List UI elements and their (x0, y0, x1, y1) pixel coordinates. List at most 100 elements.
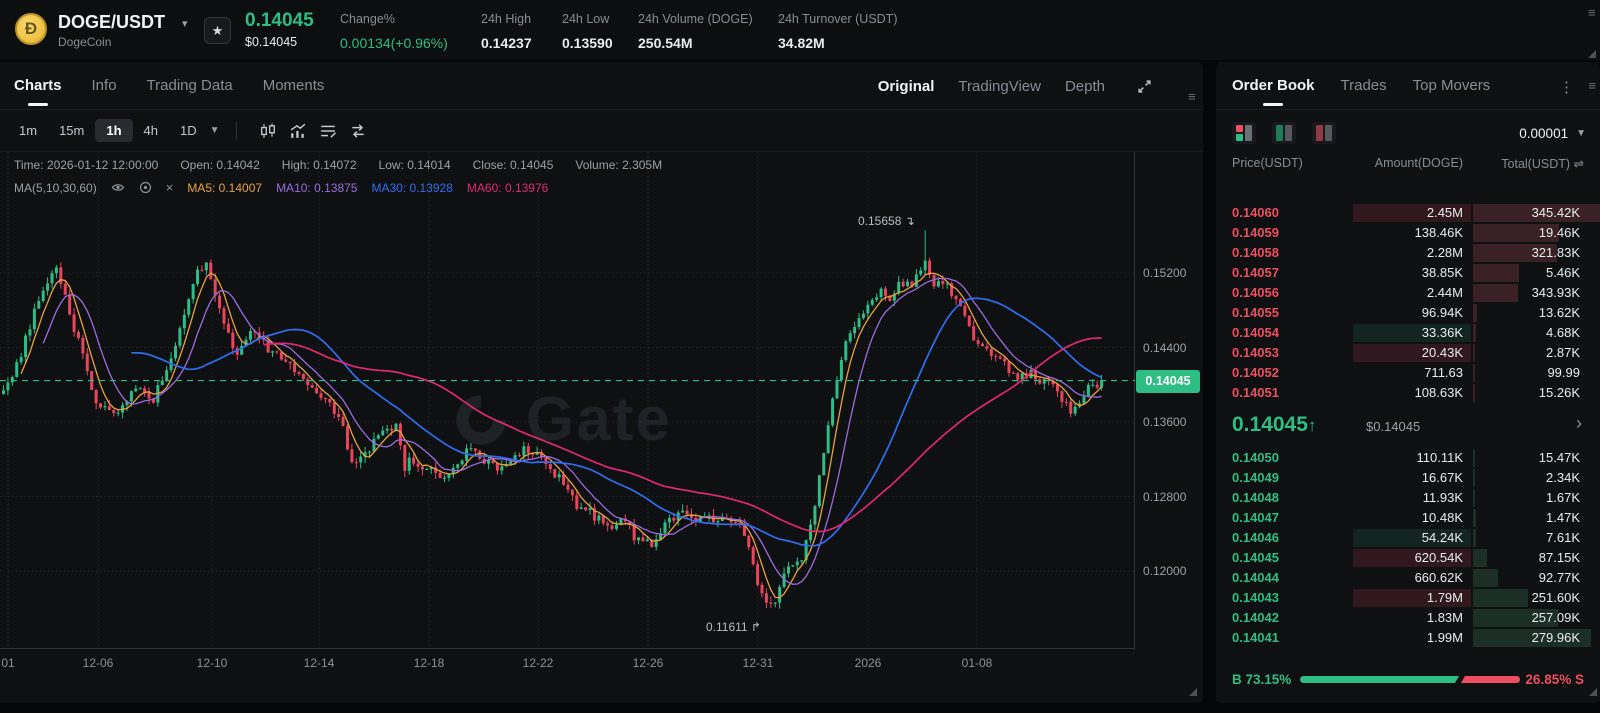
stat-value: 250.54M (638, 35, 693, 51)
bid-total: 1.67K (1546, 490, 1580, 505)
layout-both-sides-icon[interactable] (1232, 122, 1256, 144)
layout-bids-only-icon[interactable] (1272, 122, 1296, 144)
active-tab-underline (1263, 103, 1284, 106)
sell-ratio-bar (1461, 676, 1520, 683)
candlestick-chart[interactable] (0, 152, 1135, 650)
update-flash (1353, 589, 1471, 607)
panel-drag-handle-icon[interactable]: ≡ (1588, 5, 1596, 20)
ask-total: 2.87K (1546, 345, 1580, 360)
tab-trading-data[interactable]: Trading Data (147, 77, 233, 94)
x-axis-tick: 12-18 (413, 656, 445, 670)
column-total[interactable]: Total(USDT) ⇌ (1501, 157, 1584, 171)
bid-amount: 10.48K (1421, 510, 1463, 525)
candlestick-style-icon[interactable] (253, 118, 283, 144)
y-axis-tick: 0.12000 (1143, 564, 1187, 578)
drawing-tools-icon[interactable] (313, 118, 343, 144)
depth-bar (1473, 284, 1518, 302)
ask-row[interactable]: 0.14058 2.28M 321.83K (1216, 243, 1600, 263)
ma-close-icon[interactable]: × (165, 180, 174, 195)
bid-row[interactable]: 0.14043 1.79M 251.60K (1216, 588, 1600, 608)
stat-24h-volume: 24h Volume (DOGE) 250.54M (638, 12, 753, 51)
x-axis-tick: 12-06 (82, 656, 114, 670)
stat-label: 24h Low (562, 12, 610, 26)
ask-row[interactable]: 0.14056 2.44M 343.93K (1216, 283, 1600, 303)
panel-drag-handle-icon[interactable]: ≡ (1188, 89, 1196, 104)
chevron-right-icon[interactable]: › (1576, 413, 1582, 433)
chart-tabbar: Charts Info Trading Data Moments Origina… (0, 62, 1203, 110)
ask-row[interactable]: 0.14054 33.36K 4.68K (1216, 323, 1600, 343)
panel-resize-handle[interactable] (1189, 688, 1197, 696)
tab-top-movers[interactable]: Top Movers (1413, 77, 1491, 94)
fullscreen-expand-icon[interactable] (1129, 73, 1159, 99)
tab-label: Info (91, 77, 117, 94)
bid-row[interactable]: 0.14044 660.62K 92.77K (1216, 568, 1600, 588)
ma30-value: MA30: 0.13928 (371, 180, 453, 195)
ask-row[interactable]: 0.14051 108.63K 15.26K (1216, 383, 1600, 403)
ask-row[interactable]: 0.14057 38.85K 5.46K (1216, 263, 1600, 283)
bid-row[interactable]: 0.14049 16.67K 2.34K (1216, 468, 1600, 488)
timeframe-1h[interactable]: 1h (95, 119, 133, 142)
view-original[interactable]: Original (877, 77, 935, 95)
pair-title[interactable]: DOGE/USDT (58, 12, 166, 32)
bid-amount: 1.83M (1426, 610, 1463, 625)
bid-row[interactable]: 0.14046 54.24K 7.61K (1216, 528, 1600, 548)
timeframe-4h[interactable]: 4h (143, 123, 158, 138)
compare-replay-icon[interactable] (343, 118, 373, 144)
bid-price: 0.14050 (1232, 450, 1279, 465)
bid-total: 87.15K (1538, 550, 1580, 565)
y-axis-tick: 0.13600 (1143, 415, 1187, 429)
bid-price: 0.14047 (1232, 510, 1279, 525)
kebab-menu-icon[interactable]: ⋮ (1559, 79, 1574, 96)
tab-charts[interactable]: Charts (14, 77, 62, 106)
update-flash (1353, 344, 1471, 362)
orderbook-column-headers: Price(USDT) Amount(DOGE) Total(USDT) ⇌ (1216, 156, 1600, 176)
eye-visibility-icon[interactable] (111, 182, 125, 193)
last-trade-row[interactable]: 0.14045↑ $0.14045 › (1216, 403, 1600, 448)
stat-value: 34.82M (778, 35, 825, 51)
timeframe-1m[interactable]: 1m (19, 123, 38, 138)
panel-resize-handle[interactable] (1588, 50, 1596, 58)
ask-row[interactable]: 0.14053 20.43K 2.87K (1216, 343, 1600, 363)
timeframe-dropdown-icon[interactable]: ▼ (209, 125, 220, 136)
depth-bar (1473, 609, 1558, 627)
last-price: 0.14045 (245, 10, 314, 31)
bid-row[interactable]: 0.14050 110.11K 15.47K (1216, 448, 1600, 468)
chevron-down-icon[interactable]: ▾ (182, 18, 188, 30)
timeframe-1d[interactable]: 1D (180, 123, 197, 138)
sell-ratio-label: 26.85% S (1525, 672, 1584, 687)
stat-label: 24h High (481, 12, 532, 26)
bid-total: 7.61K (1546, 530, 1580, 545)
update-flash (1353, 324, 1471, 342)
favorite-star-button[interactable]: ★ (204, 17, 231, 44)
ask-row[interactable]: 0.14055 96.94K 13.62K (1216, 303, 1600, 323)
bid-row[interactable]: 0.14048 11.93K 1.67K (1216, 488, 1600, 508)
depth-bar (1473, 304, 1478, 322)
bid-row[interactable]: 0.14042 1.83M 257.09K (1216, 608, 1600, 628)
view-depth[interactable]: Depth (1064, 77, 1105, 95)
bid-row[interactable]: 0.14045 620.54K 87.15K (1216, 548, 1600, 568)
indicators-icon[interactable] (283, 118, 313, 144)
tick-size-select[interactable]: 0.00001 ▼ (1519, 120, 1586, 146)
tab-moments[interactable]: Moments (263, 77, 325, 94)
bid-amount: 16.67K (1421, 470, 1463, 485)
stat-label: Change% (340, 12, 395, 26)
timeframe-15m[interactable]: 15m (59, 123, 85, 138)
ohlc-time: Time: 2026-01-12 12:00:00 (14, 158, 159, 172)
panel-drag-handle-icon[interactable]: ≡ (1588, 78, 1596, 93)
bid-row[interactable]: 0.14041 1.99M 279.96K (1216, 628, 1600, 648)
panel-resize-handle[interactable] (1589, 688, 1597, 696)
bid-amount: 11.93K (1422, 490, 1463, 505)
bid-row[interactable]: 0.14047 10.48K 1.47K (1216, 508, 1600, 528)
ask-row[interactable]: 0.14052 711.63 99.99 (1216, 363, 1600, 383)
ask-row[interactable]: 0.14059 138.46K 19.46K (1216, 223, 1600, 243)
view-tradingview[interactable]: TradingView (958, 77, 1041, 95)
ohlc-low: Low: 0.14014 (378, 158, 451, 172)
tab-order-book[interactable]: Order Book (1232, 77, 1315, 106)
tab-trades[interactable]: Trades (1341, 77, 1387, 94)
ma-settings-icon[interactable] (139, 181, 152, 194)
layout-asks-only-icon[interactable] (1312, 122, 1336, 144)
ask-price: 0.14051 (1232, 385, 1279, 400)
tab-info[interactable]: Info (92, 77, 117, 94)
ask-amount: 33.36K (1421, 325, 1463, 340)
ask-row[interactable]: 0.14060 2.45M 345.42K (1216, 203, 1600, 223)
